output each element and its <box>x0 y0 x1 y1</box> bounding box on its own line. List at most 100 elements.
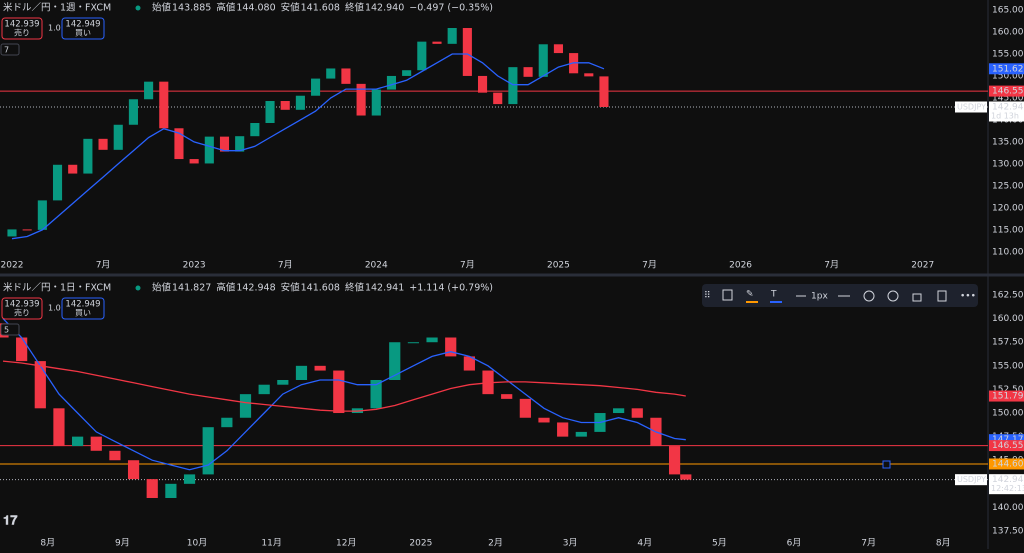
sell-price: 142.939 <box>4 20 39 30</box>
x-tick-label: 11月 <box>261 538 281 549</box>
candle <box>98 138 108 150</box>
more-icon[interactable]: ••• <box>960 292 976 302</box>
x-tick-label: 7月 <box>278 260 293 271</box>
lock-icon[interactable] <box>912 293 922 302</box>
drag-handle[interactable]: ⠿ <box>704 290 711 301</box>
ohlc-value: 143.885 <box>172 3 211 14</box>
candle <box>295 95 305 110</box>
candle <box>7 229 17 237</box>
x-tick-label: 2022 <box>1 261 24 271</box>
ohlc-label: 高値 <box>216 2 236 14</box>
candle <box>127 460 140 480</box>
candle <box>386 75 397 90</box>
buy-label: 買い <box>75 29 91 38</box>
x-tick-label: 8月 <box>936 538 951 549</box>
y-tick-label: 155.000 <box>992 361 1024 371</box>
pen-icon[interactable]: ✎ <box>746 290 754 300</box>
candle <box>326 68 336 79</box>
indicator-toggle[interactable] <box>0 323 20 336</box>
x-tick-label: 2027 <box>911 261 934 271</box>
candle <box>370 379 382 409</box>
quantity: 1.0 <box>48 304 61 313</box>
x-tick-label: 8月 <box>40 538 55 549</box>
delete-icon[interactable] <box>937 290 947 302</box>
settings-icon[interactable] <box>863 290 875 302</box>
x-tick-label: 2026 <box>729 261 752 271</box>
x-tick-label: 7月 <box>96 260 111 271</box>
buy-button[interactable] <box>61 297 105 320</box>
text-icon[interactable]: T <box>770 290 777 300</box>
moving-average <box>2 360 686 412</box>
candle <box>83 138 93 174</box>
candle <box>250 122 260 137</box>
candle <box>265 101 275 123</box>
countdown: 1d 13h <box>991 111 1019 120</box>
price-tag <box>989 85 1024 97</box>
candle <box>402 70 412 76</box>
drawing-toolbar[interactable]: ⠿ ✎ T 1px ••• <box>702 284 978 307</box>
candle <box>501 394 513 399</box>
y-tick-label: 145.000 <box>992 93 1024 103</box>
candle <box>204 136 214 164</box>
candle <box>631 408 643 418</box>
sell-button[interactable] <box>1 17 43 40</box>
candle <box>109 450 121 461</box>
candle <box>445 337 457 357</box>
candle <box>523 67 533 77</box>
moving-average <box>2 318 686 471</box>
candle <box>52 164 63 201</box>
chart-title: 米ドル／円・1週・FXCM <box>3 2 111 14</box>
price-tag-label: 151.799 <box>992 392 1024 402</box>
price-tag-label: 146.551 <box>992 441 1024 451</box>
candle <box>493 92 503 105</box>
x-tick-label: 10月 <box>187 538 207 549</box>
ohlc-label: 始値 <box>152 282 172 294</box>
price-tag-label: 144.603 <box>992 459 1024 469</box>
x-tick-label: 7月 <box>824 260 839 271</box>
line-width[interactable]: 1px <box>811 292 828 302</box>
y-tick-label: 152.500 <box>992 385 1024 395</box>
buy-button[interactable] <box>61 17 105 40</box>
price-tag-label: 146.551 <box>992 87 1024 97</box>
y-tick-label: 160.000 <box>992 27 1024 37</box>
symbol-label: USDJPY <box>957 475 986 484</box>
y-tick-label: 115.000 <box>992 225 1024 235</box>
last-price-tag <box>989 101 1024 122</box>
line-handle[interactable] <box>882 460 891 469</box>
sell-button[interactable] <box>1 297 43 320</box>
ohlc-label: 安値 <box>281 2 301 14</box>
y-tick-label: 120.000 <box>992 203 1024 213</box>
x-tick-label: 9月 <box>115 538 130 549</box>
x-tick-label: 3月 <box>563 538 578 549</box>
candle <box>462 28 472 76</box>
candle <box>219 136 230 152</box>
y-tick-label: 165.000 <box>992 5 1024 15</box>
candle <box>389 342 401 380</box>
y-tick-label: 162.500 <box>992 291 1024 301</box>
candle <box>34 361 46 409</box>
last-price-tag <box>989 474 1024 495</box>
buy-label: 買い <box>75 309 91 318</box>
quantity: 1.0 <box>48 24 61 33</box>
candle <box>189 159 199 164</box>
x-tick-label: 4月 <box>637 538 652 549</box>
candle <box>668 446 681 475</box>
ohlc-label: 終値 <box>345 282 365 294</box>
y-tick-label: 140.000 <box>992 503 1024 513</box>
candle <box>68 164 78 174</box>
candle <box>239 394 252 418</box>
alert-icon[interactable] <box>887 290 899 302</box>
indicator-toggle[interactable] <box>0 43 20 56</box>
template-icon[interactable] <box>722 289 733 301</box>
candle <box>553 44 563 54</box>
y-tick-label: 110.000 <box>992 247 1024 257</box>
x-tick-label: 5月 <box>712 538 727 549</box>
y-tick-label: 160.000 <box>992 314 1024 324</box>
candle <box>16 337 28 362</box>
candle <box>53 408 65 447</box>
change: +1.114 (+0.79%) <box>409 283 493 294</box>
candle <box>22 229 32 231</box>
candle <box>477 75 488 93</box>
buy-price: 142.949 <box>65 300 100 310</box>
ohlc-value: 144.080 <box>236 3 275 14</box>
